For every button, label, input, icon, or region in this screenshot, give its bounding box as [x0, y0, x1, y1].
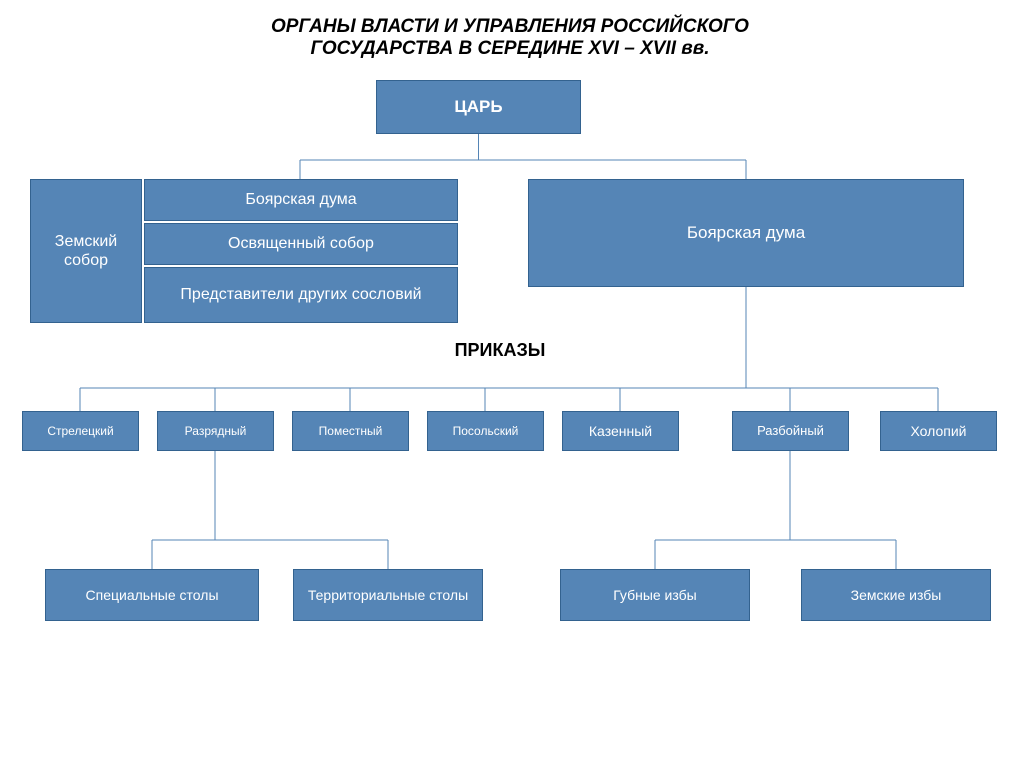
title-line2: ГОСУДАРСТВА В СЕРЕДИНЕ XVI – XVII вв. [310, 38, 709, 59]
node-spec_stoly: Специальные столы [45, 569, 259, 621]
node-kholopy: Холопий [880, 411, 997, 451]
node-terr_stoly: Территориальные столы [293, 569, 483, 621]
node-boyar_row: Боярская дума [144, 179, 458, 221]
node-posolsky: Посольский [427, 411, 544, 451]
node-gubnye: Губные избы [560, 569, 750, 621]
node-osv_row: Освященный собор [144, 223, 458, 265]
node-pred_row: Представители других сословий [144, 267, 458, 323]
node-razboyny: Разбойный [732, 411, 849, 451]
node-tsar: ЦАРЬ [376, 80, 581, 134]
node-zemskie: Земские избы [801, 569, 991, 621]
node-zemsky: Земский собор [30, 179, 142, 323]
node-boyar_right: Боярская дума [528, 179, 964, 287]
node-streletsky: Стрелецкий [22, 411, 139, 451]
node-razryadny: Разрядный [157, 411, 274, 451]
node-kazenny: Казенный [562, 411, 679, 451]
title-line1: ОРГАНЫ ВЛАСТИ И УПРАВЛЕНИЯ РОССИЙСКОГО [271, 16, 749, 37]
page-title: ОРГАНЫ ВЛАСТИ И УПРАВЛЕНИЯ РОССИЙСКОГО Г… [140, 16, 880, 60]
section-label-prikazy: ПРИКАЗЫ [400, 340, 600, 361]
node-pomestny: Поместный [292, 411, 409, 451]
